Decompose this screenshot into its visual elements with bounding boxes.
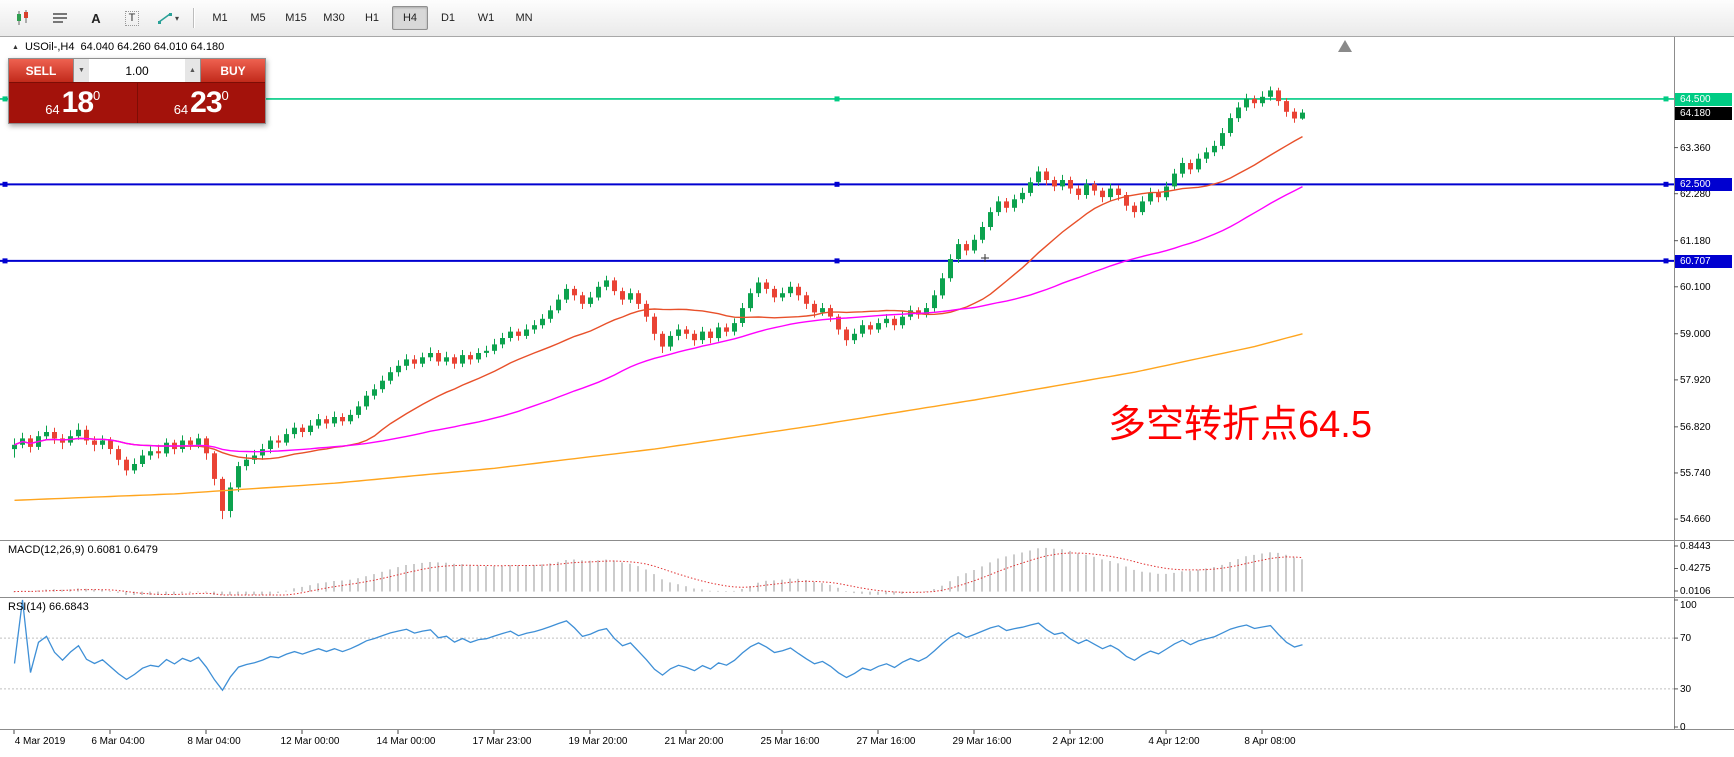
toolbar: A T ▾ M1 M5 M15 M30 H1 H4 D1 W1 MN [0,0,1734,37]
sell-button[interactable]: SELL [9,59,73,82]
buy-price-big: 23 [190,86,222,119]
volume-input[interactable]: 1.00 [125,63,149,78]
toolbar-separator [193,8,194,28]
object-list-icon[interactable] [43,5,77,31]
volume-control: ▼ 1.00 ▲ [73,59,201,82]
symbol-name: USOil-,H4 [24,41,75,53]
buy-price-sup: 0 [221,88,229,103]
one-click-trading-panel: SELL ▼ 1.00 ▲ BUY 64 18 0 64 23 0 [8,58,266,124]
volume-increase-button[interactable]: ▲ [185,59,200,82]
rsi-line [13,599,1303,692]
timeframe-button-h1[interactable]: H1 [364,12,380,24]
ma-mid-line [14,185,1303,453]
sell-price-big: 18 [61,86,94,119]
horizontal-line-62.5[interactable] [0,181,1674,187]
timeframe-button-h4[interactable]: H4 [392,6,428,30]
panel-separators [0,37,1734,730]
timeframe-button-mn[interactable]: MN [515,12,533,24]
rsi-indicator-label: RSI(14) 66.6843 [8,601,89,613]
line-studies-icon[interactable]: ▾ [151,5,185,31]
ohlc-values: 64.040 64.260 64.010 64.180 [80,41,225,53]
text-box-icon[interactable]: T [115,5,149,31]
candlesticks [12,86,1305,520]
sell-price-prefix: 64 [45,102,60,117]
chart-annotation[interactable]: 多空转折点64.5 [1108,404,1372,446]
dropdown-caret-icon: ▾ [174,13,179,23]
candlestick-chart-icon[interactable] [7,5,41,31]
sell-price-sup: 0 [93,88,101,103]
timeframe-button-m30[interactable]: M30 [323,12,345,24]
volume-decrease-button[interactable]: ▼ [74,59,89,82]
ma-slow-line [14,333,1303,501]
one-click-panel-toggle-icon[interactable]: ▲ [12,43,19,51]
chart-title: ▲ USOil-,H4 64.040 64.260 64.010 64.180 [12,41,224,53]
timeframe-button-m1[interactable]: M1 [212,12,228,24]
macd-signal-line [13,552,1303,596]
timeframe-button-d1[interactable]: D1 [440,12,456,24]
buy-price-prefix: 64 [173,102,189,117]
sell-price-display[interactable]: 64 18 0 [9,83,138,123]
horizontal-line-64.5[interactable] [0,96,1674,102]
macd-indicator-label: MACD(12,26,9) 0.6081 0.6479 [8,544,158,556]
chart-shift-marker-icon [1338,40,1352,52]
buy-button[interactable]: BUY [201,59,265,82]
text-label-icon[interactable]: A [91,10,101,26]
macd-histogram [13,547,1303,595]
cross-marker [981,254,989,262]
ma-fast-line [14,135,1303,460]
timeframe-toolbar: M1 M5 M15 M30 H1 H4 D1 W1 MN [201,6,543,30]
toolbar-icon-group: A T ▾ [6,5,186,31]
buy-price-display[interactable]: 64 23 0 [138,83,266,123]
timeframe-button-m5[interactable]: M5 [250,12,266,24]
timeframe-button-m15[interactable]: M15 [285,12,307,24]
timeframe-button-w1[interactable]: W1 [477,12,495,24]
horizontal-line-60.707[interactable] [0,258,1674,264]
